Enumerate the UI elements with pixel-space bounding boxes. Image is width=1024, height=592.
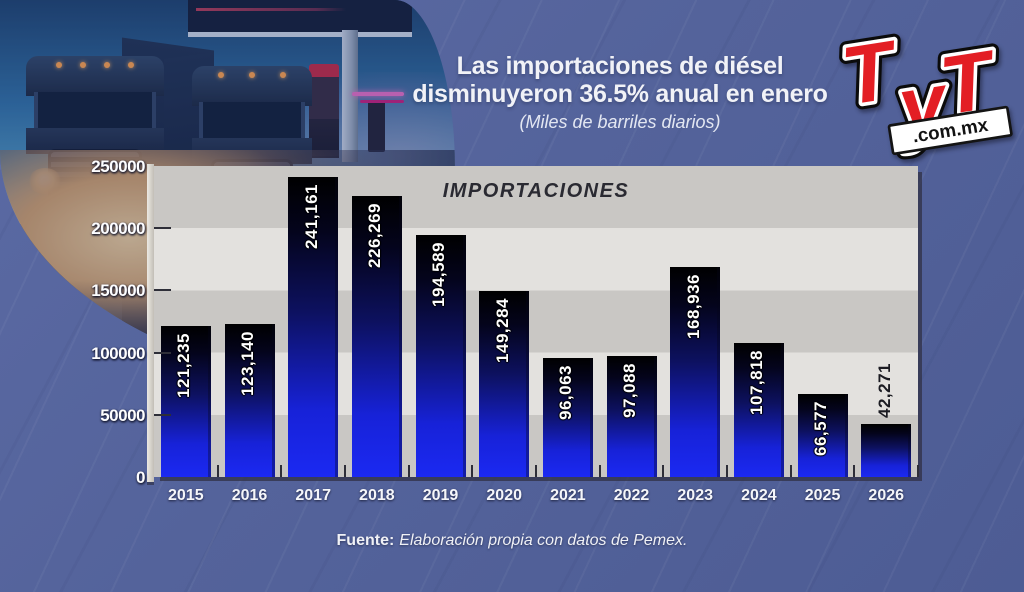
x-tick-label-2018: 2018 <box>359 487 395 504</box>
bar-value-label: 96,063 <box>556 364 576 420</box>
bar-value-label: 241,161 <box>301 184 321 249</box>
bar-category-2023: 168,936 <box>663 166 729 477</box>
fuel-pump <box>309 64 339 156</box>
windshield <box>199 102 305 138</box>
neon-light <box>352 92 404 96</box>
bar-category-2025: 66,577 <box>791 166 856 477</box>
x-tick <box>344 465 347 477</box>
hood <box>26 128 164 154</box>
x-axis-labels: 2015 2016 2017 2018 2019 2020 2021 2022 2023 2024… <box>154 487 918 505</box>
bar-value-label: 226,269 <box>365 202 385 268</box>
bar-value-label: 149,284 <box>492 298 512 364</box>
y-tick-label: 200000 <box>91 219 145 239</box>
x-tick <box>598 465 601 477</box>
truck-marker-lights <box>56 62 134 68</box>
bar-category-2021: 96,063 <box>536 166 601 477</box>
y-tick-label: 250000 <box>91 157 145 176</box>
headline-line-2: disminuyeron 36.5% anual en enero <box>412 80 828 108</box>
truck-marker-lights <box>218 72 286 78</box>
x-tick-label-2025: 2025 <box>804 487 841 504</box>
bar-value-label: 194,589 <box>429 241 449 307</box>
bar-category-2016: 123,140 <box>218 166 283 477</box>
x-tick-label-2017: 2017 <box>295 487 331 504</box>
bar-2015: 121,235 <box>160 326 211 477</box>
x-tick-label-2019: 2019 <box>422 487 459 504</box>
fuel-pump-far <box>368 100 385 152</box>
x-tick-label-2024: 2024 <box>741 487 777 504</box>
bar-value-label: 42,271 <box>874 363 894 419</box>
x-tick <box>471 465 474 477</box>
x-tick-label-2020: 2020 <box>486 487 522 504</box>
headline-line-1: Las importaciones de diésel <box>456 52 784 80</box>
x-tick-label-2016: 2016 <box>231 487 268 504</box>
x-tick-label-2022: 2022 <box>613 487 650 504</box>
x-tick-label-2015: 2015 <box>168 487 204 504</box>
bar-2021: 96,063 <box>542 357 593 477</box>
windshield <box>34 92 156 128</box>
gridline-stub <box>154 351 171 354</box>
bar-category-2019: 194,589 <box>409 166 474 477</box>
bars-container: 121,235 123,140 241,161 226,269 194,589 149,2… <box>154 166 920 477</box>
x-tick-label-2026: 2026 <box>868 487 905 504</box>
bar-2020: 149,284 <box>479 291 530 477</box>
x-tick <box>726 465 729 477</box>
chart-title: IMPORTACIONES <box>442 180 630 202</box>
bar-2017: 241,161 <box>288 177 339 477</box>
x-tick <box>216 465 219 477</box>
bar-category-2017: 241,161 <box>281 166 347 477</box>
source-text: Elaboración propia con datos de Pemex. <box>399 532 688 549</box>
bar-category-2026: 42,271 <box>854 166 920 477</box>
bar-value-label: 168,936 <box>683 273 703 339</box>
plot-area: IMPORTACIONES 121,235 123,140 241,161 226,2… <box>154 166 920 477</box>
neon-light-2 <box>360 100 404 103</box>
y-tick-label: 100000 <box>91 343 145 363</box>
y-tick-label: 150000 <box>91 281 145 301</box>
x-tick <box>280 465 283 477</box>
bar-2016: 123,140 <box>224 323 275 477</box>
x-tick <box>407 465 410 477</box>
canopy-pillar <box>342 30 358 162</box>
tyt-logo: T y T T y T .com.mx <box>830 17 1013 161</box>
source-note: Fuente: Elaboración propia con datos de P… <box>0 532 1024 550</box>
bar-2023: 168,936 <box>670 266 721 477</box>
x-tick <box>853 465 856 477</box>
headline: Las importaciones de diésel disminuyeron… <box>385 52 855 133</box>
bar-2022: 97,088 <box>606 356 657 477</box>
bar-2025: 66,577 <box>797 394 848 477</box>
bar-value-label: 66,577 <box>811 401 831 457</box>
bar-2019: 194,589 <box>415 234 466 477</box>
y-axis-labels: 250000 200000 150000 100000 50000 0 <box>40 157 145 487</box>
bar-category-2020: 149,284 <box>472 166 538 477</box>
bar-category-2024: 107,818 <box>727 166 792 477</box>
x-tick-label-2023: 2023 <box>677 487 713 504</box>
bar-2026: 42,271 <box>861 363 912 477</box>
headline-subtitle: (Miles de barriles diarios) <box>519 112 721 132</box>
gridline-stub <box>154 227 171 230</box>
x-tick <box>535 465 538 477</box>
x-tick-label-2021: 2021 <box>550 487 586 504</box>
bar-2024: 107,818 <box>733 342 784 477</box>
y-axis-bar <box>147 164 154 482</box>
source-label: Fuente: <box>336 532 395 549</box>
y-tick-label: 50000 <box>100 405 145 425</box>
canopy-neon-stripe <box>196 8 346 11</box>
truck-roof <box>26 56 164 96</box>
x-tick <box>662 465 665 477</box>
x-tick <box>789 465 792 477</box>
logo-domain-box <box>887 105 1013 156</box>
bar-category-2018: 226,269 <box>345 166 410 477</box>
bar-value-label: 121,235 <box>174 333 194 399</box>
x-tick <box>917 465 920 477</box>
bar-2018: 226,269 <box>351 195 402 477</box>
bar-value-label: 107,818 <box>747 349 767 415</box>
bar-category-2015: 121,235 <box>154 166 219 477</box>
gas-station-canopy <box>188 0 412 37</box>
bar-value-label: 97,088 <box>620 363 640 419</box>
gridline-stub <box>154 413 171 416</box>
gridline-stub <box>154 289 171 292</box>
bar-value-label: 123,140 <box>238 330 257 396</box>
y-tick-label: 0 <box>136 468 145 487</box>
bar-category-2022: 97,088 <box>600 166 665 477</box>
